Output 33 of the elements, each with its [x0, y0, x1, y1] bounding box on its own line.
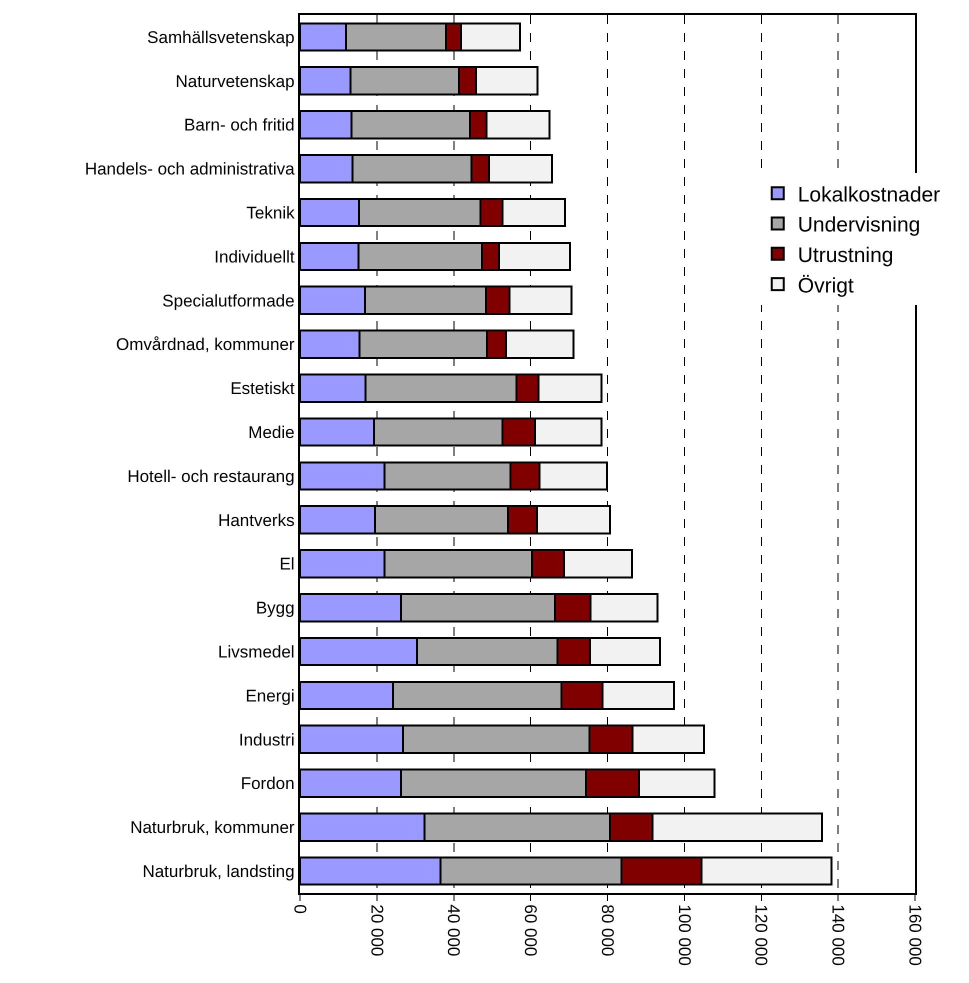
y-tick-label: Naturbruk, landsting — [142, 862, 295, 881]
y-tick-label: Naturbruk, kommuner — [130, 818, 295, 838]
y-tick-label: Estetiskt — [230, 379, 295, 398]
legend-label: Lokalkostnader — [798, 183, 940, 206]
y-tick-label: Hantverks — [218, 510, 295, 530]
x-tick-label: 140 000 — [828, 904, 848, 966]
y-tick-label: Barn- och fritid — [184, 116, 295, 135]
x-tick-label: 120 000 — [752, 904, 771, 966]
x-tick-label: 40 000 — [444, 904, 464, 956]
y-tick-label: Naturvetenskap — [176, 72, 295, 91]
x-tick-label: 80 000 — [598, 904, 617, 956]
y-tick-label: El — [279, 554, 295, 574]
y-tick-label: Fordon — [240, 774, 295, 794]
y-tick-label: Omvårdnad, kommuner — [116, 335, 295, 354]
y-tick-label: Bygg — [256, 598, 295, 618]
y-tick-label: Livsmedel — [218, 642, 295, 662]
x-tick-label: 100 000 — [674, 904, 694, 966]
x-tick-label: 20 000 — [367, 904, 386, 956]
y-tick-label: Individuellt — [214, 247, 295, 266]
y-tick-label: Specialutformade — [162, 291, 295, 310]
y-tick-label: Teknik — [246, 204, 296, 222]
y-tick-label: Handels- och administrativa — [84, 160, 296, 179]
x-tick-label: 0 — [290, 904, 310, 914]
y-tick-label: Samhällsvetenskap — [147, 28, 295, 47]
y-tick-label: Energi — [245, 686, 295, 706]
legend-label: Övrigt — [798, 274, 854, 298]
x-tick-label: 160 000 — [905, 904, 924, 966]
x-tick-label: 60 000 — [521, 904, 540, 956]
legend-label: Utrustning — [798, 244, 894, 267]
y-tick-label: Medie — [248, 423, 295, 442]
legend-label: Undervisning — [798, 214, 920, 237]
y-tick-label: Hotell- och restaurang — [127, 466, 295, 486]
y-tick-label: Industri — [238, 730, 295, 750]
